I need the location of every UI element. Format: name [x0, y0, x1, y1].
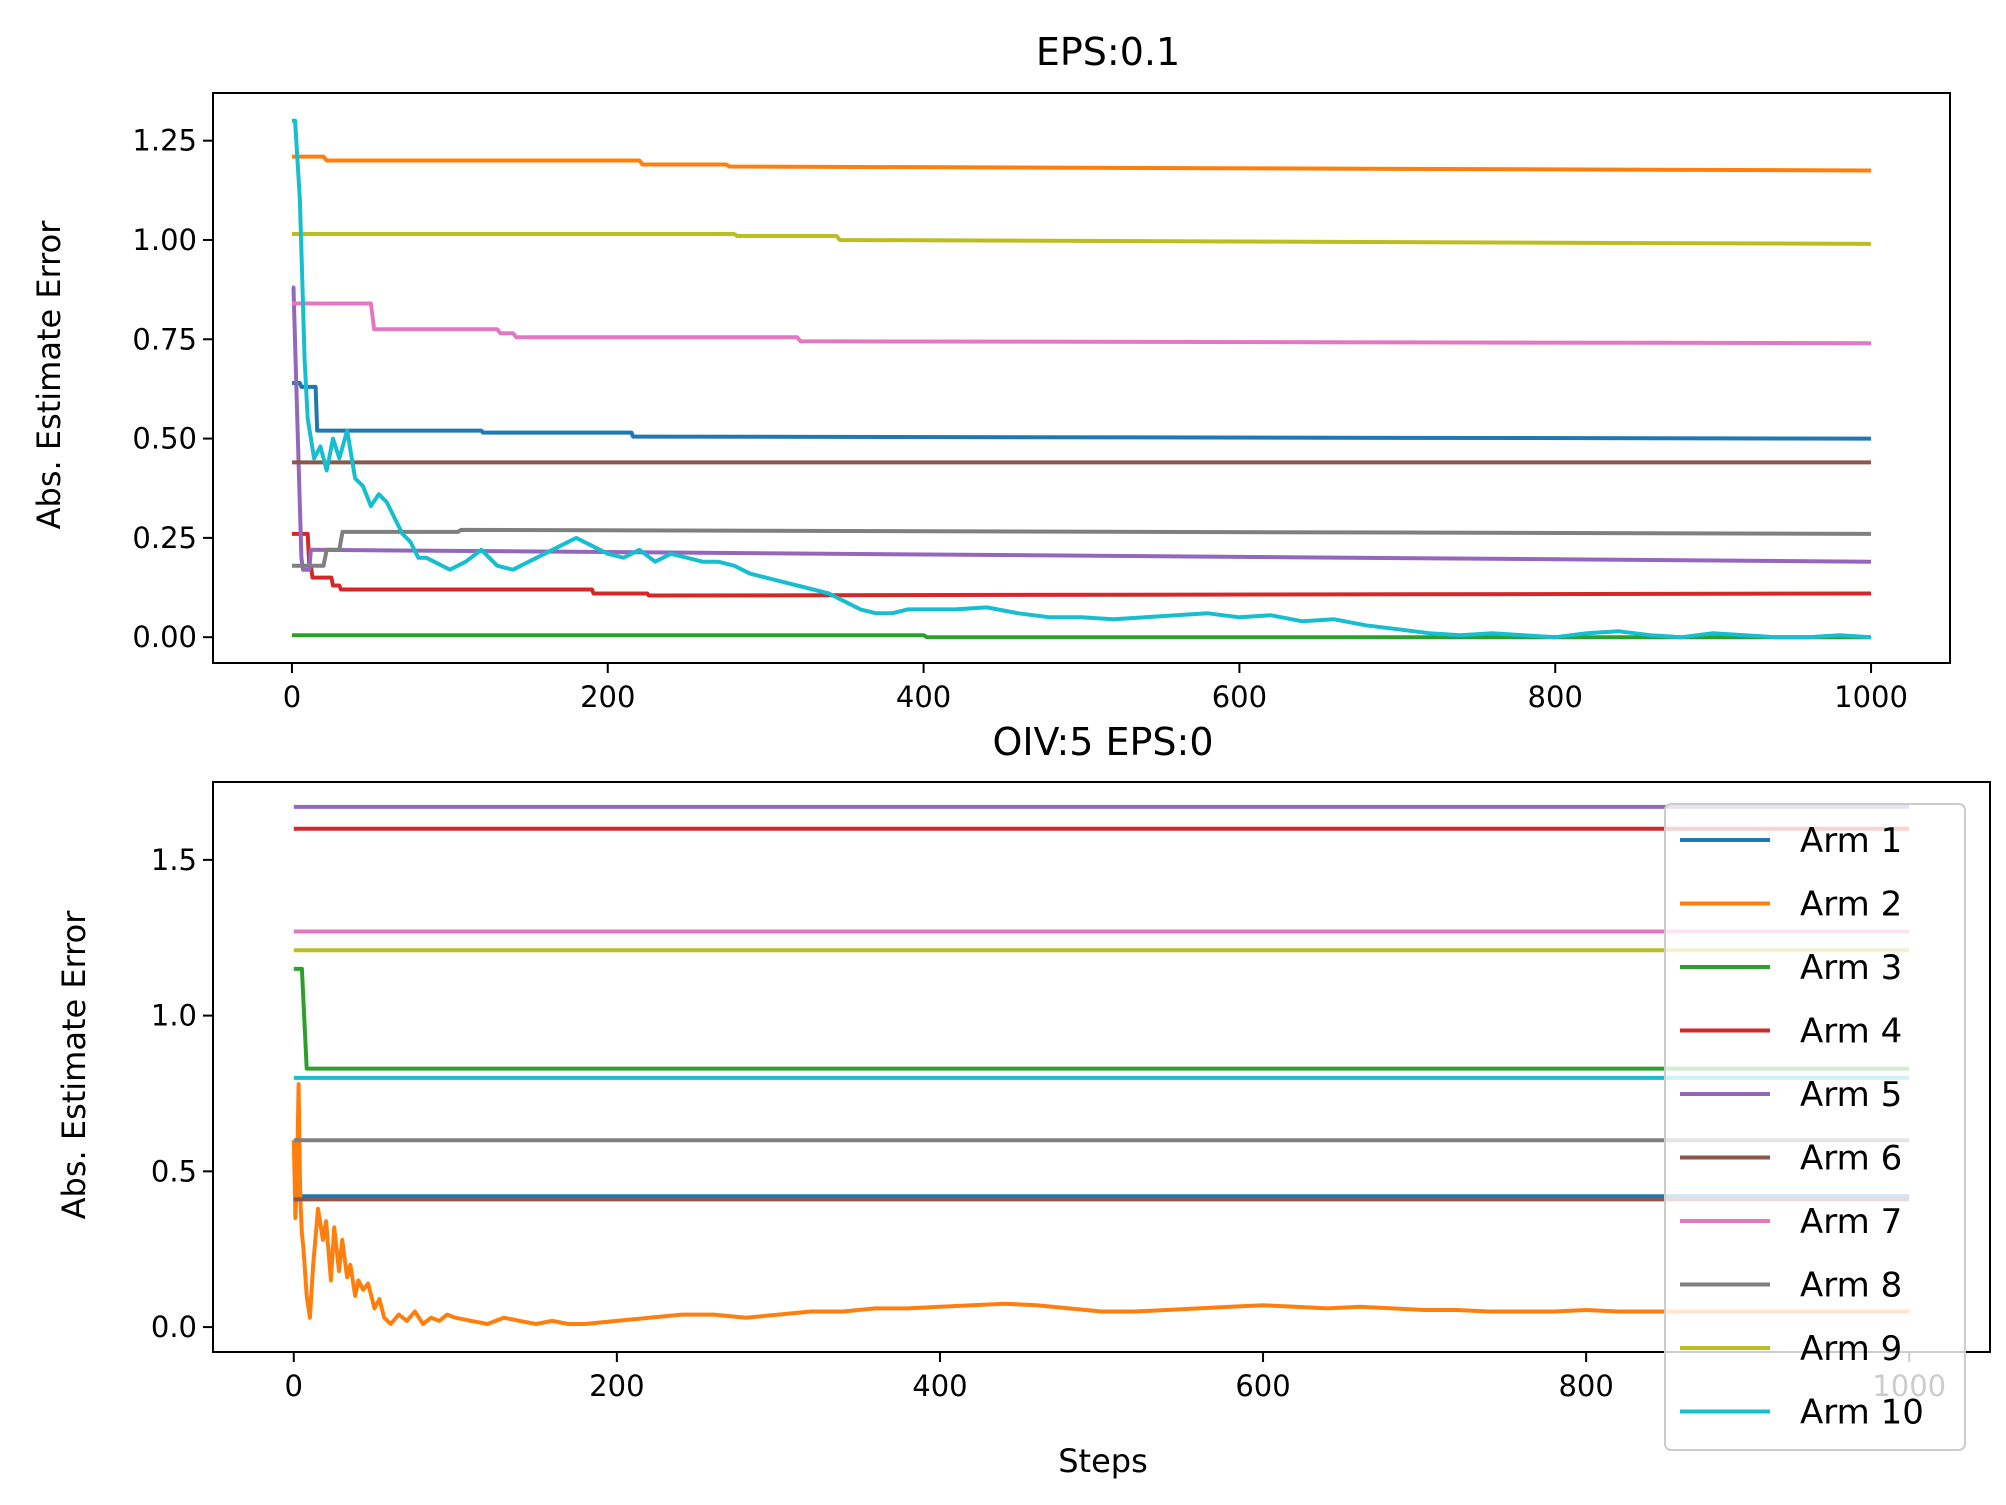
top-x-tick-label: 800 [1528, 680, 1583, 714]
bottom-y-tick-label: 0.0 [151, 1310, 197, 1344]
top-series-arm-8 [292, 527, 1872, 568]
bottom-panel: OIV:5 EPS:0 Abs. Estimate Error Steps 0 2… [55, 720, 1991, 1480]
legend-label-arm-9: Arm 9 [1800, 1329, 1902, 1369]
top-series-arm-1 [292, 381, 1872, 441]
top-series-arm-2 [292, 154, 1872, 173]
top-y-tick-label: 1.25 [132, 124, 197, 158]
legend: Arm 1 Arm 2 Arm 3 Arm 4 Arm 5 Arm 6 Arm 7 Arm 8… [1664, 803, 1966, 1451]
top-axis-ticks: 0 200 400 600 800 1000 0.00 0.25 0.50 0.75 1.00 1.2… [132, 124, 1908, 714]
legend-label-arm-2: Arm 2 [1800, 885, 1902, 925]
top-panel: EPS:0.1 Abs. Estimate Error 0 200 400 600 80… [30, 30, 1951, 714]
top-y-tick-label: 1.00 [132, 223, 197, 257]
bottom-x-tick-label: 0 [285, 1369, 303, 1403]
legend-items: Arm 1 Arm 2 Arm 3 Arm 4 Arm 5 Arm 6 Arm 7 Arm 8… [1680, 821, 1924, 1433]
bottom-x-tick-label: 400 [912, 1369, 967, 1403]
top-x-tick-label: 0 [283, 680, 301, 714]
bottom-series-arm-3 [293, 966, 1910, 1071]
top-y-tick-label: 0.25 [132, 521, 197, 555]
legend-label-arm-3: Arm 3 [1800, 948, 1902, 988]
top-y-axis-label: Abs. Estimate Error [30, 220, 68, 530]
top-x-tick-label: 1000 [1834, 680, 1908, 714]
bottom-x-tick-label: 200 [589, 1369, 644, 1403]
bottom-chart-title: OIV:5 EPS:0 [992, 720, 1213, 764]
legend-label-arm-1: Arm 1 [1800, 821, 1902, 861]
top-series-arm-9 [292, 232, 1872, 246]
bottom-y-tick-label: 1.0 [151, 999, 197, 1033]
bottom-series-group [291, 804, 1910, 1326]
top-series-arm-3 [292, 633, 1871, 640]
bottom-y-axis-label: Abs. Estimate Error [55, 910, 93, 1220]
legend-label-arm-7: Arm 7 [1800, 1202, 1902, 1242]
bottom-y-tick-label: 1.5 [151, 843, 197, 877]
bottom-plot-frame [212, 781, 1991, 1353]
top-series-arm-10 [292, 118, 1872, 640]
top-x-tick-label: 200 [580, 680, 635, 714]
top-x-tick-label: 400 [896, 680, 951, 714]
legend-label-arm-10: Arm 10 [1800, 1393, 1924, 1433]
legend-label-arm-6: Arm 6 [1800, 1139, 1902, 1179]
top-y-tick-label: 0.50 [132, 422, 197, 456]
top-plot-frame [212, 92, 1951, 664]
bottom-x-tick-label: 600 [1235, 1369, 1290, 1403]
bottom-x-axis-label: Steps [1058, 1442, 1148, 1480]
top-x-tick-label: 600 [1212, 680, 1267, 714]
top-y-tick-label: 0.00 [132, 620, 197, 654]
bottom-x-tick-label: 800 [1558, 1369, 1613, 1403]
top-series-group [291, 118, 1872, 640]
bottom-y-tick-label: 0.5 [151, 1154, 197, 1188]
bottom-series-arm-2 [291, 1082, 1910, 1326]
legend-label-arm-4: Arm 4 [1800, 1012, 1902, 1052]
legend-label-arm-8: Arm 8 [1800, 1266, 1902, 1306]
top-chart-title: EPS:0.1 [1036, 30, 1180, 74]
top-y-tick-label: 0.75 [132, 322, 197, 356]
top-series-arm-7 [292, 301, 1872, 346]
legend-label-arm-5: Arm 5 [1800, 1075, 1902, 1115]
